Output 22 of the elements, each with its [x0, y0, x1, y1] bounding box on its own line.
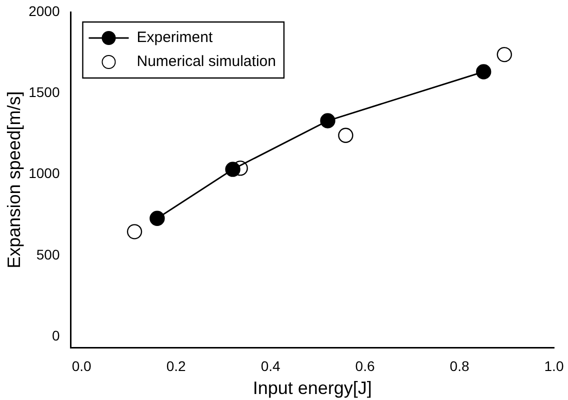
- point: [476, 64, 492, 80]
- x-axis-title: Input energy[J]: [252, 378, 372, 398]
- point: [320, 113, 336, 128]
- point: [496, 46, 512, 62]
- x-tick-label: 0.2: [166, 358, 186, 374]
- point: [225, 162, 240, 177]
- y-tick-label: 2000: [28, 2, 60, 19]
- x-tick-label: 0.6: [355, 358, 375, 374]
- legend-label: Experiment: [136, 29, 214, 46]
- y-tick-label: 500: [36, 246, 60, 262]
- y-tick-label: 1500: [28, 84, 60, 100]
- x-tick-label: 0.4: [260, 358, 281, 374]
- y-axis-title: Expansion speed[m/s]: [4, 91, 24, 268]
- y-tick-label: 1000: [28, 165, 60, 182]
- point: [150, 210, 165, 226]
- x-tick-label: 0.0: [72, 358, 92, 374]
- y-tick-label: 0: [52, 328, 60, 344]
- legend-label: Numerical simulation: [136, 53, 276, 70]
- point: [126, 224, 142, 240]
- x-tick-label: 0.8: [450, 358, 470, 374]
- x-tick-label: 1.0: [544, 358, 564, 374]
- point: [338, 128, 354, 143]
